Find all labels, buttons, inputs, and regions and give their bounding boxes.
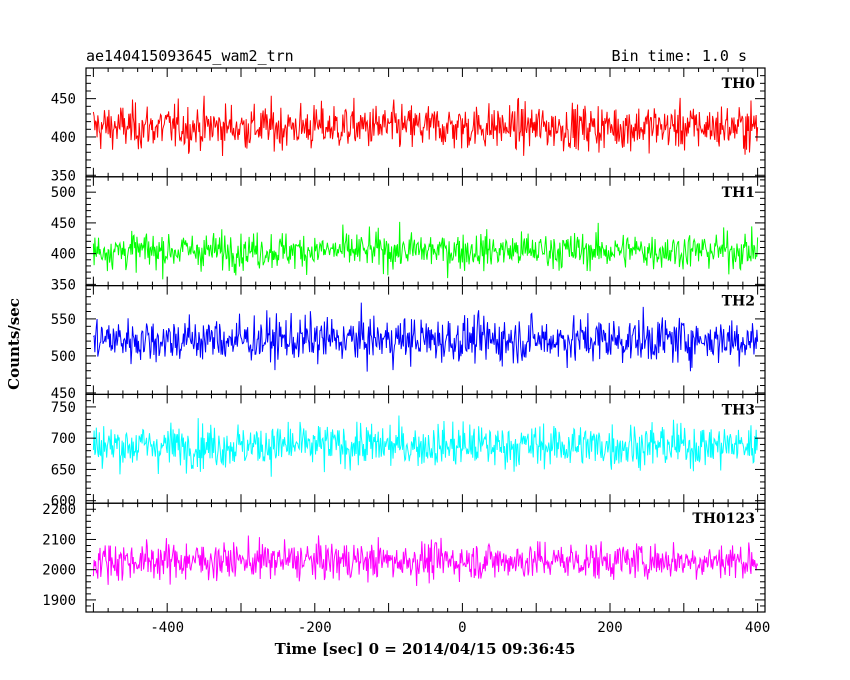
y-tick-label: 550 <box>51 312 76 328</box>
y-tick-label: 450 <box>51 216 76 232</box>
y-tick-label: 400 <box>51 247 76 263</box>
x-axis-label: Time [sec] 0 = 2014/04/15 09:36:45 <box>275 640 576 658</box>
y-tick-label: 1900 <box>42 593 76 609</box>
y-tick-label: 500 <box>51 185 76 201</box>
panel-label-th0123: TH0123 <box>692 511 755 527</box>
y-tick-label: 2200 <box>42 502 76 518</box>
x-tick-labels: -400 -200 0 200 400 <box>150 620 770 636</box>
y-tick-label: 350 <box>51 168 76 184</box>
y-tick-label: 700 <box>51 431 76 447</box>
x-tick-label: -200 <box>298 620 332 636</box>
panel-frame <box>85 176 766 287</box>
series-line-th1 <box>92 221 759 280</box>
series-line-th0123 <box>92 535 759 586</box>
x-tick-label: 0 <box>458 620 466 636</box>
panels-group: 350 400 450 TH0 350 400 450 500 TH1 450 500 550 TH2 6… <box>42 67 766 613</box>
panel-th3: 600 650 700 750 TH3 <box>51 393 766 510</box>
y-tick-label: 2100 <box>42 532 76 548</box>
bin-time-label: Bin time: 1.0 s <box>612 47 747 65</box>
panel-label-th3: TH3 <box>722 402 755 418</box>
series-line-th3 <box>92 415 759 477</box>
y-axis-label: Counts/sec <box>5 298 23 390</box>
panel-th2: 450 500 550 TH2 <box>51 285 766 402</box>
y-tick-label: 450 <box>51 92 76 108</box>
y-tick-label: 500 <box>51 349 76 365</box>
chart-title: ae140415093645_wam2_trn <box>86 47 294 65</box>
panel-th0: 350 400 450 TH0 <box>51 67 766 184</box>
panel-th0123: 1900 2000 2100 2200 TH0123 <box>42 502 766 613</box>
y-tick-label: 750 <box>51 400 76 416</box>
panel-label-th1: TH1 <box>722 185 755 201</box>
y-tick-label: 2000 <box>42 563 76 579</box>
panel-label-th2: TH2 <box>722 294 755 310</box>
series-line-th0 <box>92 95 759 157</box>
panel-th1: 350 400 450 500 TH1 <box>51 176 766 293</box>
series-line-th2 <box>93 302 759 372</box>
y-tick-label: 400 <box>51 130 76 146</box>
y-tick-label: 650 <box>51 462 76 478</box>
y-tick-label: 600 <box>51 494 76 510</box>
x-tick-label: 400 <box>745 620 770 636</box>
panel-label-th0: TH0 <box>722 76 756 92</box>
x-tick-label: -400 <box>150 620 184 636</box>
y-tick-label: 450 <box>51 386 76 402</box>
y-tick-label: 350 <box>51 277 76 293</box>
x-tick-label: 200 <box>597 620 622 636</box>
